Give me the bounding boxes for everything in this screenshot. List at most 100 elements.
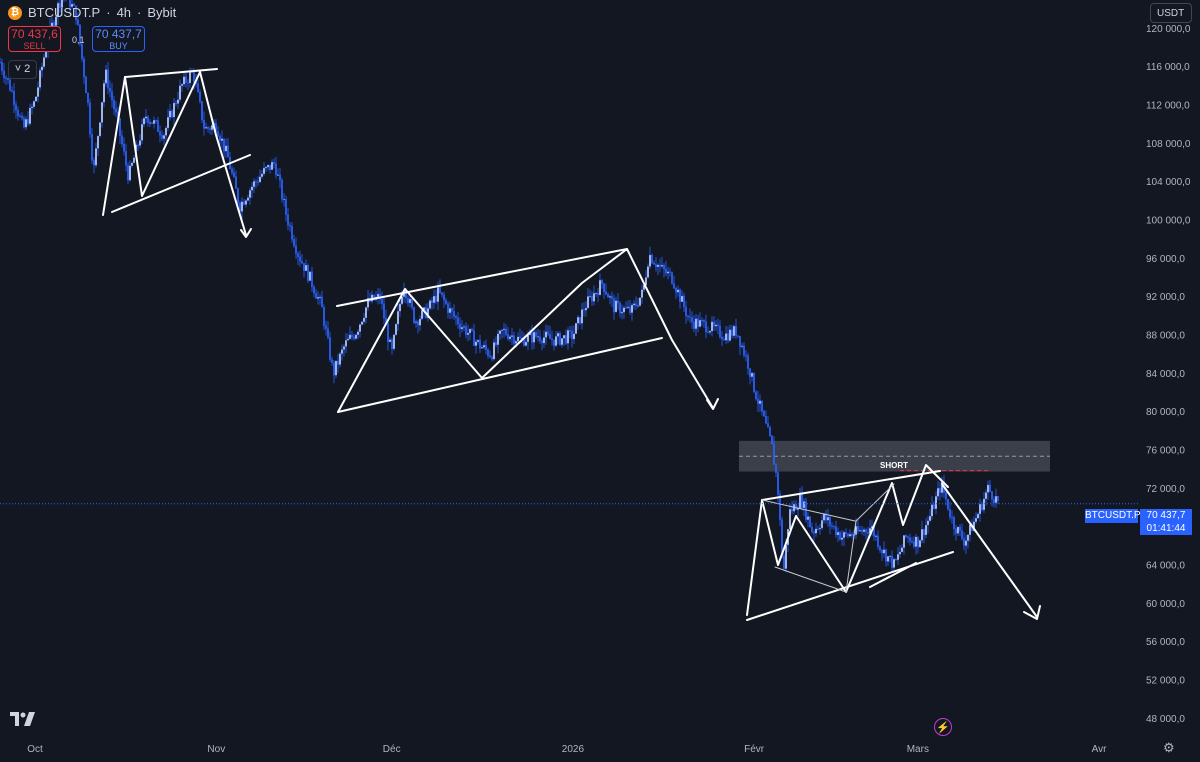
candle bbox=[453, 311, 455, 317]
candle bbox=[317, 296, 319, 299]
pattern-lower-line[interactable] bbox=[746, 551, 954, 621]
interval-label[interactable]: 4h bbox=[116, 5, 132, 20]
candle bbox=[151, 122, 153, 124]
candle bbox=[335, 360, 337, 376]
projection-arrow[interactable] bbox=[941, 483, 1038, 618]
candle bbox=[983, 498, 985, 511]
candle bbox=[1, 62, 3, 71]
candle bbox=[237, 188, 239, 203]
candle bbox=[795, 504, 797, 510]
candle bbox=[467, 332, 469, 335]
channel-lower-line[interactable] bbox=[337, 337, 663, 413]
wedge-zigzag[interactable] bbox=[124, 71, 247, 236]
wedge-upper-line[interactable] bbox=[124, 68, 218, 78]
candle bbox=[281, 180, 283, 200]
y-tick-label: 52 000,0 bbox=[1146, 675, 1185, 686]
candle bbox=[719, 325, 721, 338]
y-tick-label: 60 000,0 bbox=[1146, 599, 1185, 610]
candle bbox=[725, 333, 727, 341]
y-tick-label: 112 000,0 bbox=[1146, 100, 1190, 111]
candle bbox=[43, 57, 45, 67]
pattern-small-support[interactable] bbox=[869, 562, 917, 588]
pattern-inner-lines[interactable] bbox=[774, 483, 895, 593]
candle bbox=[337, 360, 339, 365]
candle bbox=[851, 534, 853, 536]
candle bbox=[569, 330, 571, 332]
candle bbox=[107, 69, 109, 89]
candle bbox=[861, 530, 863, 532]
candle bbox=[615, 300, 617, 313]
candle bbox=[257, 181, 259, 183]
candle bbox=[783, 555, 785, 569]
candle bbox=[497, 333, 499, 346]
lightning-icon[interactable]: ⚡ bbox=[934, 718, 952, 736]
candle bbox=[279, 174, 281, 181]
candle bbox=[639, 297, 641, 306]
candle bbox=[501, 329, 503, 331]
candle bbox=[149, 122, 151, 124]
candle bbox=[381, 298, 383, 304]
wedge-left-leg[interactable] bbox=[102, 76, 126, 216]
candle bbox=[297, 253, 299, 258]
candle bbox=[935, 496, 937, 510]
channel-upper-line[interactable] bbox=[336, 248, 628, 307]
settings-icon[interactable]: ⚙ bbox=[1163, 740, 1175, 755]
candle bbox=[599, 280, 601, 296]
candle bbox=[893, 559, 895, 568]
candle bbox=[827, 517, 829, 521]
candle bbox=[547, 331, 549, 335]
candle bbox=[881, 549, 883, 554]
sell-button[interactable]: 70 437,6 SELL bbox=[8, 26, 61, 52]
pattern-left-leg[interactable] bbox=[746, 499, 763, 616]
pattern-zigzag[interactable] bbox=[761, 464, 949, 593]
candle bbox=[879, 546, 881, 551]
candle bbox=[157, 120, 159, 132]
candle bbox=[685, 306, 687, 316]
candle bbox=[109, 88, 111, 92]
candle bbox=[75, 5, 77, 21]
candle bbox=[19, 115, 21, 117]
wedge-lower-line[interactable] bbox=[111, 154, 251, 213]
candle bbox=[959, 526, 961, 531]
candle bbox=[765, 416, 767, 424]
x-tick-label: Oct bbox=[27, 744, 43, 755]
last-price-tag: 70 437,7 01:41:44 bbox=[1140, 509, 1192, 535]
candle bbox=[741, 345, 743, 347]
candle bbox=[293, 239, 295, 247]
candle bbox=[767, 423, 769, 428]
projection-arrow-head[interactable] bbox=[1023, 605, 1041, 620]
channel-arrow-head[interactable] bbox=[706, 398, 719, 410]
candle bbox=[57, 2, 59, 17]
candle bbox=[689, 316, 691, 318]
candle bbox=[101, 102, 103, 123]
currency-selector[interactable]: USDT bbox=[1150, 3, 1192, 23]
candle bbox=[729, 329, 731, 341]
pattern-upper-line[interactable] bbox=[761, 470, 941, 501]
buy-button[interactable]: 70 437,7 BUY bbox=[92, 26, 145, 52]
wedge-arrow-head[interactable] bbox=[240, 228, 252, 238]
candle bbox=[535, 332, 537, 337]
candle bbox=[469, 328, 471, 334]
candle bbox=[433, 295, 435, 303]
indicators-toggle-button[interactable]: ˅ 2 bbox=[8, 60, 37, 79]
candle bbox=[911, 541, 913, 543]
candle bbox=[907, 536, 909, 538]
candle bbox=[753, 372, 755, 392]
candle bbox=[559, 333, 561, 345]
channel-zigzag[interactable] bbox=[337, 248, 714, 413]
candle bbox=[339, 353, 341, 365]
candle bbox=[585, 307, 587, 311]
candle bbox=[329, 337, 331, 360]
candle bbox=[597, 292, 599, 296]
candle bbox=[193, 71, 195, 83]
y-tick-label: 56 000,0 bbox=[1146, 637, 1185, 648]
candle bbox=[17, 110, 19, 117]
candle bbox=[735, 326, 737, 336]
candle bbox=[39, 70, 41, 88]
candle bbox=[207, 127, 209, 129]
symbol-name[interactable]: BTCUSDT.P bbox=[28, 5, 101, 20]
candle bbox=[221, 138, 223, 141]
tradingview-logo-icon[interactable] bbox=[10, 712, 36, 731]
candle bbox=[891, 555, 893, 568]
